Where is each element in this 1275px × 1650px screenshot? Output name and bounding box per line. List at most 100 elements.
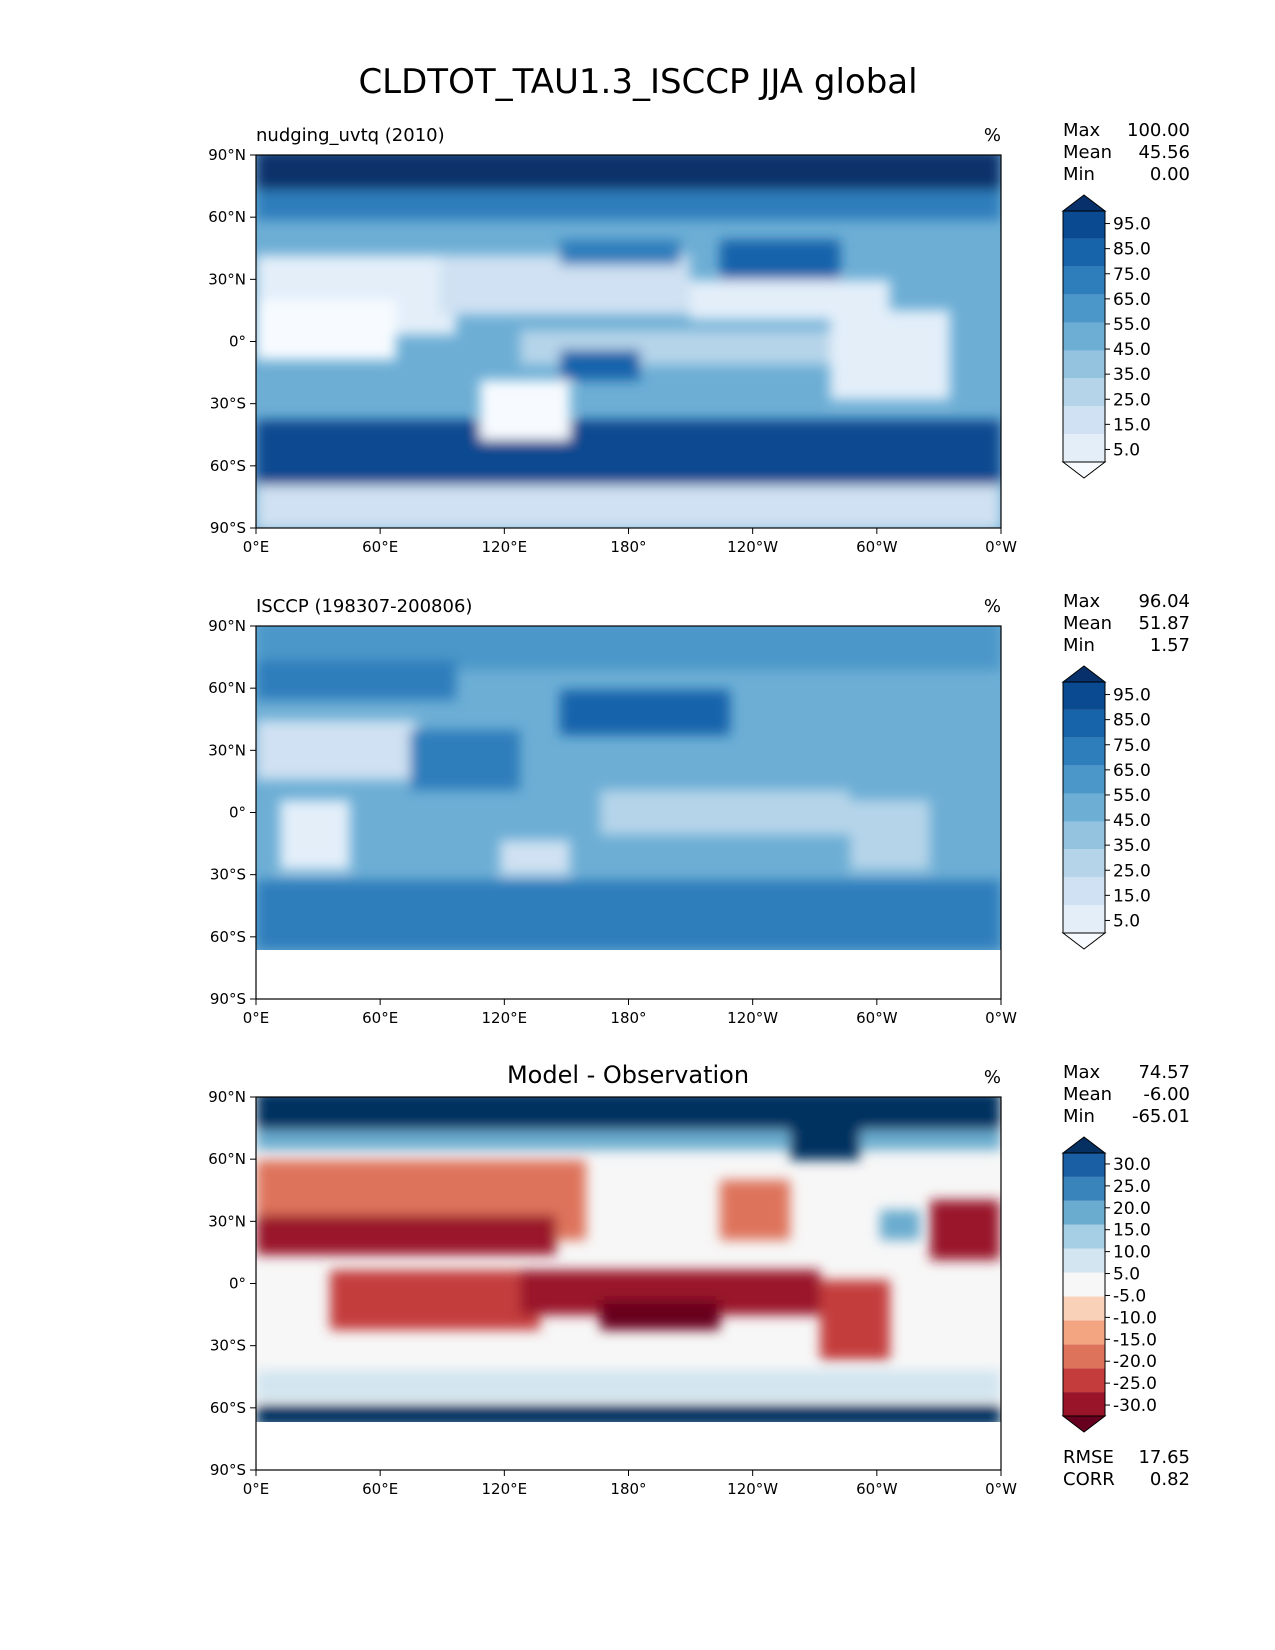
colorbar-tick-label: 15.0 (1113, 415, 1151, 435)
colorbar-tick-label: 55.0 (1113, 315, 1151, 335)
y-tick-label: 30°S (210, 1337, 246, 1355)
colorbar-block (1063, 849, 1105, 878)
stat-value: 0.82 (1150, 1469, 1190, 1490)
stat-label: Mean (1063, 1084, 1112, 1105)
colorbar-tick-label: 25.0 (1113, 861, 1151, 881)
colorbar-block (1063, 1272, 1105, 1297)
stat-value: 45.56 (1138, 142, 1190, 163)
colorbar-tick-label: 75.0 (1113, 265, 1151, 285)
colorbar-max-arrow (1061, 1136, 1107, 1154)
stat-label: Min (1063, 635, 1095, 656)
y-tick-label: 0° (229, 333, 246, 351)
x-tick-label: 60°E (362, 538, 398, 556)
y-tick-label: 90°N (208, 1088, 246, 1106)
colorbar-frame (1062, 681, 1106, 934)
x-tick-label: 0°W (985, 538, 1017, 556)
colorbar-tick-label: -5.0 (1113, 1286, 1146, 1306)
panel-title: nudging_uvtq (2010) (256, 125, 445, 146)
colorbar-min-arrow (1061, 1415, 1107, 1433)
colorbar-tick-label: 45.0 (1113, 811, 1151, 831)
stat-value: 0.00 (1150, 164, 1190, 185)
colorbar-block (1063, 737, 1105, 766)
colorbar-tick-label: 95.0 (1113, 686, 1151, 706)
x-tick-label: 120°E (482, 538, 528, 556)
y-tick-label: 90°S (210, 1461, 246, 1479)
x-tick-label: 0°W (985, 1480, 1017, 1498)
colorbar-block (1063, 1392, 1105, 1416)
colorbar-tick-label: 55.0 (1113, 786, 1151, 806)
stat-label: Max (1063, 1062, 1101, 1083)
x-tick-label: 0°E (243, 1480, 270, 1498)
x-tick-label: 120°E (482, 1480, 528, 1498)
colorbar-block (1063, 793, 1105, 822)
colorbar-tick-label: 20.0 (1113, 1199, 1151, 1219)
colorbar-tick-label: 85.0 (1113, 711, 1151, 731)
x-tick-label: 120°W (727, 1480, 778, 1498)
map-field (256, 155, 1001, 528)
colorbar-max-arrow (1061, 665, 1107, 683)
colorbar-tick-label: -25.0 (1113, 1374, 1157, 1394)
y-tick-label: 30°S (210, 866, 246, 884)
x-tick-label: 60°E (362, 1009, 398, 1027)
stat-value: 51.87 (1138, 613, 1190, 634)
colorbar-tick-label: 45.0 (1113, 340, 1151, 360)
colorbar-tick-label: 5.0 (1113, 911, 1140, 931)
y-tick-label: 60°S (210, 928, 246, 946)
x-tick-label: 0°E (243, 538, 270, 556)
colorbar-block (1063, 877, 1105, 906)
y-tick-label: 30°N (208, 270, 246, 288)
panel-title: Model - Observation (507, 1061, 749, 1089)
colorbar-block (1063, 1248, 1105, 1273)
colorbar-tick-label: -15.0 (1113, 1330, 1157, 1350)
stat-value: 74.57 (1138, 1062, 1190, 1083)
y-tick-label: 30°N (208, 1212, 246, 1230)
stat-value: 17.65 (1138, 1447, 1190, 1468)
colorbar-tick-label: 35.0 (1113, 836, 1151, 856)
x-tick-label: 0°E (243, 1009, 270, 1027)
colorbar-block (1063, 322, 1105, 351)
colorbar-min-arrow (1061, 461, 1107, 479)
stat-value: -65.01 (1132, 1106, 1190, 1127)
panel-observation: ISCCP (198307-200806) % (255, 596, 1002, 1000)
y-tick-label: 0° (229, 804, 246, 822)
colorbar-block (1063, 1344, 1105, 1369)
colorbar-tick-label: 25.0 (1113, 1177, 1151, 1197)
x-tick-label: 120°E (482, 1009, 528, 1027)
x-tick-label: 180° (610, 1009, 646, 1027)
stat-label: Min (1063, 1106, 1095, 1127)
colorbar-tick-label: -20.0 (1113, 1352, 1157, 1372)
stat-label: Max (1063, 591, 1101, 612)
colorbar-tick-label: 95.0 (1113, 215, 1151, 235)
colorbar-block (1063, 1200, 1105, 1225)
x-tick-label: 60°W (856, 1480, 898, 1498)
statistics: Max 100.00 Mean 45.56 Min 0.00 Max 96.04 Mean 51.… (1063, 120, 1190, 1490)
figure-title: CLDTOT_TAU1.3_ISCCP JJA global (358, 62, 917, 102)
axes: 0°E 60°E 120°E 180° 120°W 60°W 0°W 90°N 60°N 30°N… (208, 146, 1017, 1498)
stat-label: Min (1063, 164, 1095, 185)
stat-label: RMSE (1063, 1447, 1114, 1468)
colorbar-tick-label: 65.0 (1113, 290, 1151, 310)
colorbar-block (1063, 682, 1105, 710)
colorbar-tick-label: 85.0 (1113, 240, 1151, 260)
panel-model: nudging_uvtq (2010) % (255, 125, 1002, 529)
map-field (256, 626, 1001, 999)
stat-label: Max (1063, 120, 1101, 141)
x-tick-label: 120°W (727, 1009, 778, 1027)
stat-value: -6.00 (1143, 1084, 1190, 1105)
x-tick-label: 0°W (985, 1009, 1017, 1027)
x-tick-label: 60°W (856, 1009, 898, 1027)
stat-label: Mean (1063, 613, 1112, 634)
x-tick-label: 120°W (727, 538, 778, 556)
colorbar-tick-label: 10.0 (1113, 1243, 1151, 1263)
colorbar-block (1063, 434, 1105, 462)
colorbar-block (1063, 378, 1105, 407)
colorbar-block (1063, 1153, 1105, 1177)
colorbar-block (1063, 1296, 1105, 1321)
colorbar-block (1063, 238, 1105, 267)
colorbar-block (1063, 1176, 1105, 1201)
stat-value: 96.04 (1138, 591, 1190, 612)
colorbar-block (1063, 905, 1105, 933)
stat-value: 100.00 (1127, 120, 1190, 141)
stat-label: CORR (1063, 1469, 1115, 1490)
map-field (256, 1097, 1001, 1470)
